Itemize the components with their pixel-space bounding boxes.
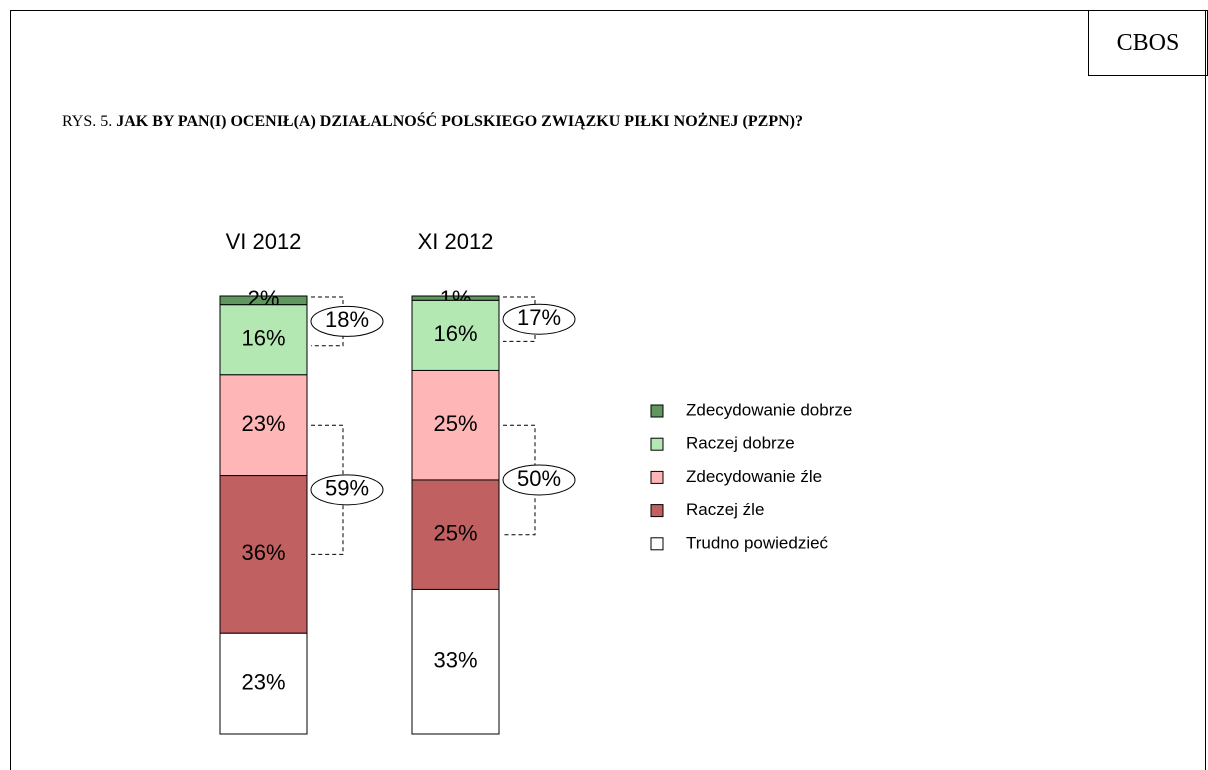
total-bubble — [310, 474, 384, 506]
source-box: CBOS — [1088, 10, 1208, 76]
bracket — [311, 424, 344, 555]
category-label: VI 2012 — [226, 229, 302, 254]
legend-label: Trudno powiedzieć — [686, 533, 829, 552]
value-label: 25% — [433, 521, 477, 546]
legend-label: Zdecydowanie dobrze — [686, 400, 852, 419]
total-bubble — [502, 303, 576, 335]
bar-segment — [219, 632, 308, 735]
bar-segment — [411, 588, 500, 735]
total-label: 50% — [517, 466, 561, 491]
legend-swatch — [650, 437, 664, 451]
legend-swatch — [650, 404, 664, 418]
value-label: 36% — [241, 540, 285, 565]
total-bubble — [310, 305, 384, 337]
bracket — [503, 296, 536, 342]
frame — [10, 10, 1206, 770]
bar-segment — [411, 479, 500, 590]
total-label: 17% — [517, 305, 561, 330]
value-label: 23% — [241, 669, 285, 694]
total-label: 18% — [325, 307, 369, 332]
legend-label: Raczej źle — [686, 500, 764, 519]
legend-swatch — [650, 470, 664, 484]
value-label: 16% — [433, 321, 477, 346]
legend-label: Zdecydowanie źle — [686, 467, 822, 486]
bar-segment — [411, 369, 500, 481]
value-label: 25% — [433, 411, 477, 436]
value-label: 33% — [433, 648, 477, 673]
legend-swatch — [650, 504, 664, 518]
value-label: 23% — [241, 411, 285, 436]
total-bubble — [502, 464, 576, 496]
title-text: JAK BY PAN(I) OCENIŁ(A) DZIAŁALNOŚĆ POLS… — [116, 113, 803, 130]
legend-label: Raczej dobrze — [686, 434, 795, 453]
legend-swatch — [650, 537, 664, 551]
value-label: 16% — [241, 326, 285, 351]
figure-label: RYS. 5. — [62, 113, 113, 130]
chart-title: RYS. 5. JAK BY PAN(I) OCENIŁ(A) DZIAŁALN… — [62, 106, 1108, 138]
total-label: 59% — [325, 476, 369, 501]
category-label: XI 2012 — [418, 229, 494, 254]
